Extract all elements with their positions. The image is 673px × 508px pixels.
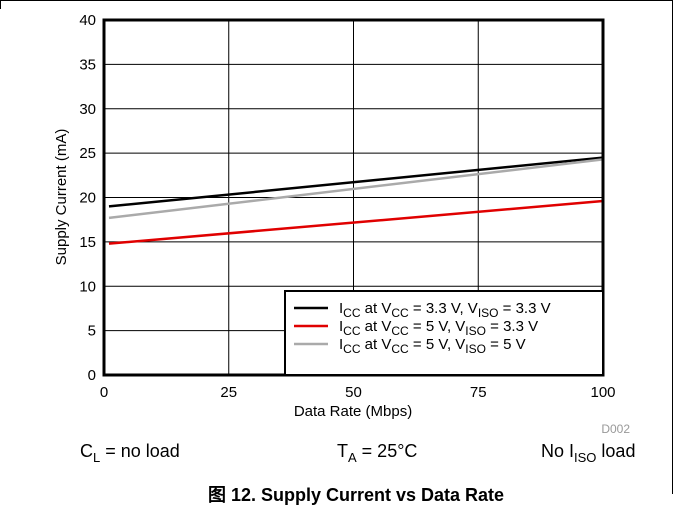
y-tick-label: 25 <box>79 145 96 162</box>
figure-frame-top <box>0 0 672 10</box>
x-tick-label: 75 <box>470 384 487 401</box>
y-tick-label: 5 <box>88 323 96 340</box>
legend-entry: ICC at VCC = 5 V, VISO = 3.3 V <box>339 318 538 338</box>
x-axis-label: Data Rate (Mbps) <box>294 403 412 420</box>
y-tick-label: 0 <box>88 367 96 384</box>
condition-load: CL = no load <box>80 441 180 465</box>
y-tick-label: 30 <box>79 101 96 118</box>
series-line-3 <box>108 158 604 220</box>
x-tick-label: 100 <box>590 384 615 401</box>
series-lines <box>108 156 604 245</box>
y-axis-label: Supply Current (mA) <box>53 129 70 266</box>
x-tick-labels: 0 25 50 75 100 <box>100 384 616 401</box>
legend-entry: ICC at VCC = 5 V, VISO = 5 V <box>339 336 526 356</box>
legend-entry: ICC at VCC = 3.3 V, VISO = 3.3 V <box>339 300 551 320</box>
figure-code: D002 <box>601 422 630 436</box>
series-line-2 <box>108 199 604 245</box>
figure-frame-left <box>0 0 1 9</box>
y-tick-labels: 0 5 10 15 20 25 30 35 40 <box>79 12 96 384</box>
x-tick-label: 0 <box>100 384 108 401</box>
y-tick-label: 15 <box>79 234 96 251</box>
y-tick-label: 35 <box>79 56 96 73</box>
y-tick-label: 10 <box>79 278 96 295</box>
condition-temperature: TA = 25°C <box>337 441 417 465</box>
series-line-1 <box>108 156 604 208</box>
figure-caption: 图 12. Supply Current vs Data Rate <box>208 485 504 505</box>
legend-box <box>284 290 604 376</box>
y-tick-label: 20 <box>79 190 96 207</box>
y-tick-label: 40 <box>79 12 96 29</box>
condition-iso-load: No IISO load <box>541 441 635 465</box>
x-tick-label: 50 <box>345 384 362 401</box>
x-tick-label: 25 <box>220 384 237 401</box>
